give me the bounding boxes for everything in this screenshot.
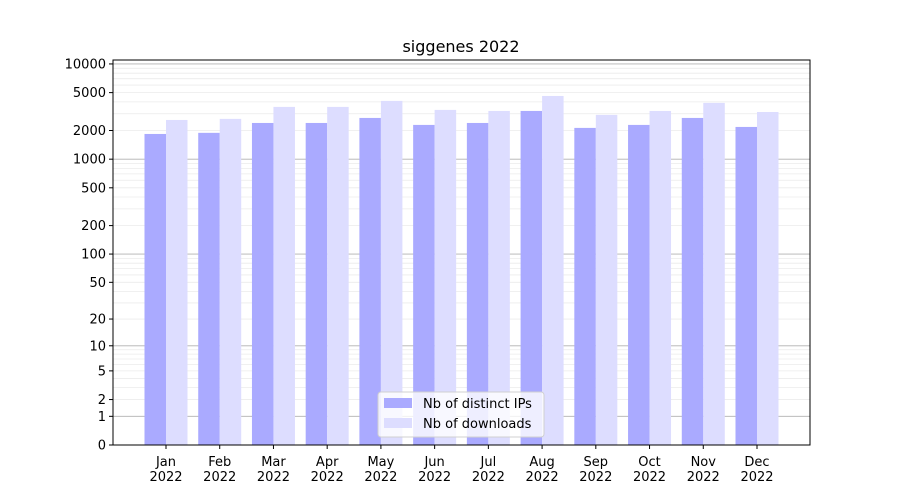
y-tick-label: 5000 xyxy=(73,86,106,101)
y-tick-label: 20 xyxy=(89,313,106,328)
x-tick-label: Sep 2022 xyxy=(579,455,612,485)
x-tick-label: Aug 2022 xyxy=(526,455,559,485)
bar-distinct-ips xyxy=(198,132,220,445)
bar-downloads xyxy=(649,110,672,445)
bar-downloads xyxy=(488,110,510,445)
legend-label: Nb of distinct IPs xyxy=(423,397,532,412)
legend-swatch xyxy=(384,418,412,428)
x-tick-label: Jul 2022 xyxy=(472,455,505,485)
y-tick-label: 5 xyxy=(98,364,106,379)
bar-downloads xyxy=(595,114,618,445)
y-tick-label: 500 xyxy=(81,181,106,196)
bar-downloads xyxy=(703,102,725,445)
bar-downloads xyxy=(757,111,779,445)
x-tick-label: Oct 2022 xyxy=(633,455,666,485)
bar-downloads xyxy=(434,109,457,445)
bar-downloads xyxy=(327,106,349,446)
bar-distinct-ips xyxy=(681,117,704,446)
y-tick-label: 50 xyxy=(89,276,106,291)
bar-distinct-ips xyxy=(628,124,650,445)
legend-box xyxy=(377,391,545,438)
y-tick-label: 10 xyxy=(89,339,106,354)
y-tick-label: 100 xyxy=(81,248,106,263)
bar-downloads xyxy=(380,100,403,445)
bar-downloads xyxy=(219,118,242,446)
bar-distinct-ips xyxy=(305,122,328,445)
x-tick-label: Nov 2022 xyxy=(687,455,720,485)
chart-title: siggenes 2022 xyxy=(402,37,519,56)
bar-distinct-ips xyxy=(466,122,489,445)
bar-distinct-ips xyxy=(251,122,274,445)
bar-distinct-ips xyxy=(735,126,757,445)
bar-distinct-ips xyxy=(413,124,435,445)
bar-distinct-ips xyxy=(359,117,381,446)
y-tick-label: 2 xyxy=(98,393,106,408)
x-tick-label: Feb 2022 xyxy=(203,455,236,485)
y-tick-label: 2000 xyxy=(73,124,106,139)
legend-swatch xyxy=(384,398,412,408)
plot-frame xyxy=(112,59,811,446)
x-tick-label: May 2022 xyxy=(364,455,397,485)
bar-downloads xyxy=(273,106,295,446)
legend-label: Nb of downloads xyxy=(423,417,532,432)
y-tick-label: 1000 xyxy=(73,153,106,168)
x-tick-label: Mar 2022 xyxy=(257,455,290,485)
bar-downloads xyxy=(542,95,564,445)
y-tick-label: 10000 xyxy=(65,57,106,72)
y-tick-label: 0 xyxy=(98,439,106,454)
x-tick-label: Dec 2022 xyxy=(740,455,773,485)
y-tick-label: 1 xyxy=(98,410,106,425)
x-tick-label: Apr 2022 xyxy=(311,455,344,485)
bar-distinct-ips xyxy=(574,127,596,445)
y-tick-label: 200 xyxy=(81,219,106,234)
legend: Nb of distinct IPs Nb of downloads xyxy=(377,391,545,438)
bar-distinct-ips xyxy=(520,110,543,445)
bar-distinct-ips xyxy=(144,133,166,445)
bar-downloads xyxy=(166,119,188,445)
x-tick-label: Jan 2022 xyxy=(149,455,182,485)
x-tick-label: Jun 2022 xyxy=(418,455,451,485)
